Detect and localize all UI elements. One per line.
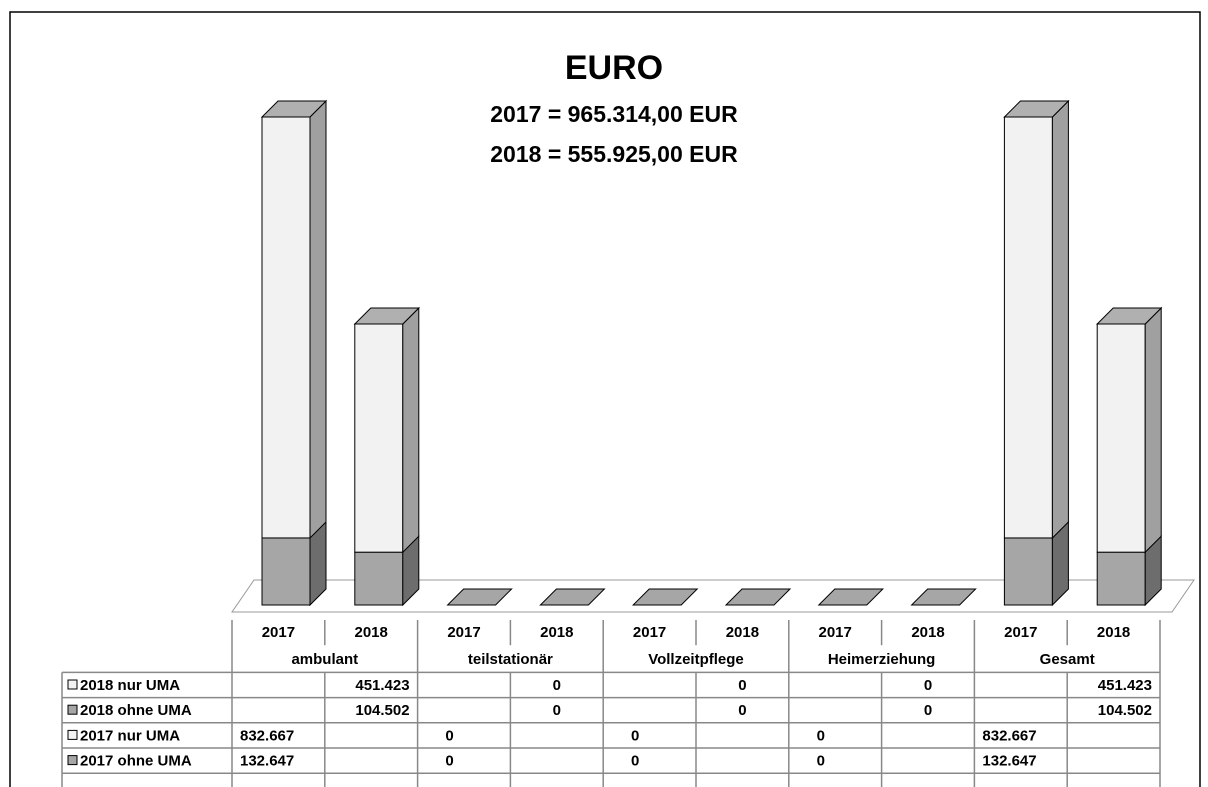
group-label: Heimerziehung (828, 651, 936, 668)
x-tick-label: 2018 (911, 624, 944, 641)
value-label: 0 (445, 753, 453, 770)
bar (1003, 537, 1053, 606)
value-label: 132.647 (240, 753, 294, 770)
legend-label: 2018 ohne UMA (80, 702, 192, 719)
chart-title: EURO (565, 49, 663, 87)
x-tick-label: 2017 (262, 624, 295, 641)
value-label: 451.423 (1098, 677, 1152, 694)
value-label: 0 (631, 727, 639, 744)
legend-swatch (67, 729, 78, 740)
x-tick-label: 2018 (540, 624, 573, 641)
bar-top (353, 307, 421, 325)
bar-side (1051, 99, 1069, 540)
bar (261, 537, 311, 606)
bar-top (260, 100, 328, 118)
bar-side (309, 99, 327, 540)
legend-swatch (67, 679, 78, 690)
legend-label: 2017 nur UMA (80, 727, 180, 744)
bar (354, 323, 404, 553)
value-label: 451.423 (355, 677, 409, 694)
legend-swatch (67, 755, 78, 766)
bar-side (1144, 306, 1162, 554)
group-label: Gesamt (1040, 651, 1095, 668)
x-tick-label: 2017 (819, 624, 852, 641)
group-label: teilstationär (468, 651, 553, 668)
bar-top (1003, 100, 1070, 118)
bar (1096, 551, 1146, 606)
value-label: 0 (445, 727, 453, 744)
bar (910, 588, 977, 606)
legend-label: 2018 nur UMA (80, 677, 180, 694)
value-label: 0 (817, 753, 825, 770)
bar (354, 551, 404, 606)
value-label: 0 (631, 753, 639, 770)
value-label: 104.502 (1098, 702, 1152, 719)
value-label: 104.502 (355, 702, 409, 719)
value-label: 0 (553, 702, 561, 719)
value-label: 0 (553, 677, 561, 694)
bar (1096, 323, 1146, 553)
value-label: 0 (738, 702, 746, 719)
value-label: 832.667 (240, 727, 294, 744)
subtitle: 2017 = 965.314,00 EUR (490, 101, 738, 127)
bar-side (402, 306, 420, 554)
bar (261, 116, 311, 539)
x-tick-label: 2017 (447, 624, 480, 641)
frame (9, 11, 1201, 787)
bar (724, 588, 792, 606)
value-label: 0 (924, 677, 932, 694)
x-tick-label: 2018 (726, 624, 759, 641)
legend-swatch (67, 704, 78, 715)
bar (817, 588, 885, 606)
x-tick-label: 2018 (355, 624, 388, 641)
value-label: 0 (817, 727, 825, 744)
group-label: Vollzeitpflege (648, 651, 744, 668)
x-tick-label: 2018 (1097, 624, 1130, 641)
bar (446, 588, 513, 606)
bar-top (1095, 307, 1163, 325)
value-label: 132.647 (982, 753, 1036, 770)
x-tick-label: 2017 (1004, 624, 1037, 641)
value-label: 0 (738, 677, 746, 694)
bar (1003, 116, 1053, 539)
group-label: ambulant (291, 651, 358, 668)
legend-label: 2017 ohne UMA (80, 753, 192, 770)
value-label: 0 (924, 702, 932, 719)
value-label: 832.667 (982, 727, 1036, 744)
bar (539, 588, 606, 606)
subtitle: 2018 = 555.925,00 EUR (490, 141, 738, 167)
x-tick-label: 2017 (633, 624, 666, 641)
bar (631, 588, 699, 606)
